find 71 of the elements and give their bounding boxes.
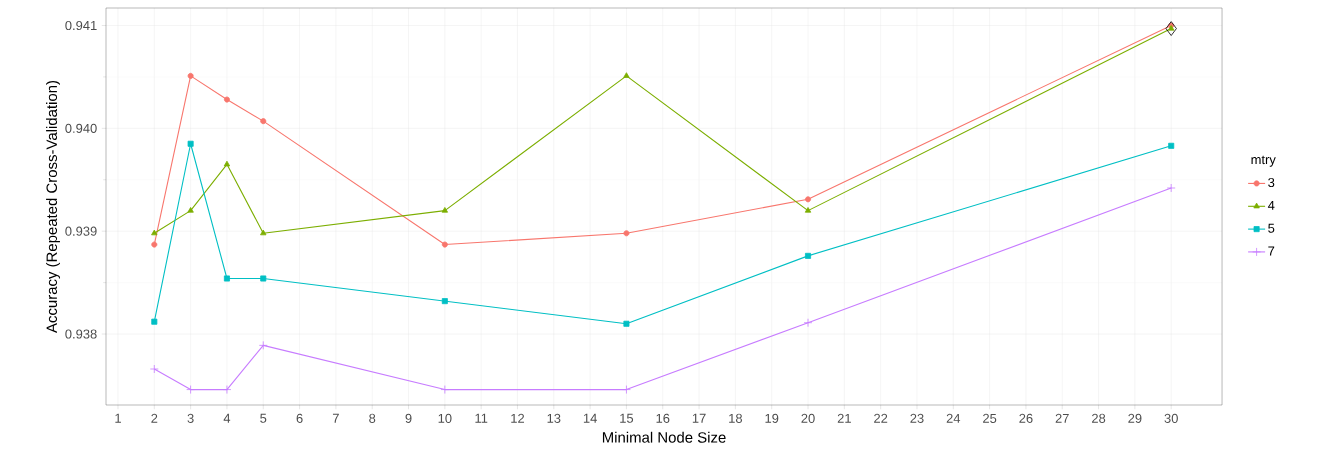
x-tick-label: 9 — [405, 413, 412, 423]
x-tick-label: 10 — [438, 413, 452, 423]
point — [622, 385, 631, 394]
point — [1166, 183, 1176, 193]
legend-label: 3 — [1268, 177, 1275, 188]
x-tick-label: 15 — [620, 413, 634, 423]
y-tick-label: 0.939 — [65, 226, 97, 236]
x-tick-label: 24 — [946, 413, 961, 423]
point — [804, 207, 812, 213]
point — [222, 385, 232, 394]
point — [187, 207, 194, 213]
point — [223, 160, 231, 167]
y-axis-title: Accuracy (Repeated Cross-Validation) — [46, 80, 60, 333]
x-tick-label: 23 — [910, 413, 924, 423]
legend-label: 5 — [1268, 223, 1275, 233]
point — [260, 118, 267, 125]
x-tick-label: 18 — [729, 413, 743, 423]
x-tick-label: 5 — [260, 413, 267, 423]
x-tick-label: 3 — [187, 413, 194, 423]
x-tick-label: 22 — [874, 413, 888, 423]
x-tick-label: 16 — [656, 413, 670, 423]
point — [623, 320, 630, 327]
x-tick-label: 13 — [547, 413, 561, 423]
x-tick-label: 8 — [369, 413, 376, 423]
point — [440, 385, 450, 394]
x-tick-label: 12 — [511, 413, 525, 423]
x-tick-label: 26 — [1019, 413, 1033, 423]
x-tick-label: 2 — [151, 413, 158, 423]
point — [187, 140, 194, 147]
legend-label: 7 — [1268, 246, 1275, 256]
point — [151, 229, 158, 236]
y-tick-label: 0.940 — [65, 123, 97, 133]
point — [223, 96, 230, 103]
point — [623, 72, 630, 78]
point — [623, 230, 630, 237]
x-tick-label: 29 — [1128, 413, 1142, 423]
point — [187, 72, 194, 79]
x-tick-label: 25 — [983, 413, 997, 423]
x-tick-label: 7 — [332, 413, 339, 423]
point — [149, 364, 159, 374]
point — [151, 318, 158, 325]
x-axis-title: Minimal Node Size — [602, 431, 726, 443]
x-tick-label: 17 — [692, 413, 706, 423]
x-tick-label: 21 — [837, 413, 851, 423]
x-tick-label: 1 — [115, 413, 121, 423]
point — [1165, 21, 1177, 36]
point — [441, 298, 448, 305]
point — [260, 275, 267, 282]
x-tick-label: 6 — [296, 413, 303, 423]
x-tick-label: 27 — [1055, 413, 1069, 423]
point — [805, 196, 812, 203]
y-tick-label: 0.941 — [65, 20, 97, 31]
x-tick-label: 30 — [1164, 413, 1178, 423]
x-tick-label: 14 — [583, 413, 597, 423]
legend-title: mtry — [1251, 155, 1276, 167]
point — [260, 229, 267, 236]
point — [151, 241, 158, 248]
x-tick-label: 11 — [475, 413, 488, 423]
point — [258, 340, 268, 350]
point — [223, 275, 230, 282]
y-tick-label: 0.938 — [65, 329, 97, 339]
x-tick-label: 4 — [223, 413, 231, 423]
x-tick-label: 20 — [801, 413, 815, 423]
point — [441, 207, 449, 213]
point — [803, 318, 813, 328]
point — [805, 252, 812, 259]
x-tick-label: 28 — [1092, 413, 1106, 423]
x-tick-label: 19 — [765, 413, 779, 423]
legend-label: 4 — [1267, 200, 1275, 210]
point — [1168, 142, 1175, 149]
point — [441, 241, 448, 248]
